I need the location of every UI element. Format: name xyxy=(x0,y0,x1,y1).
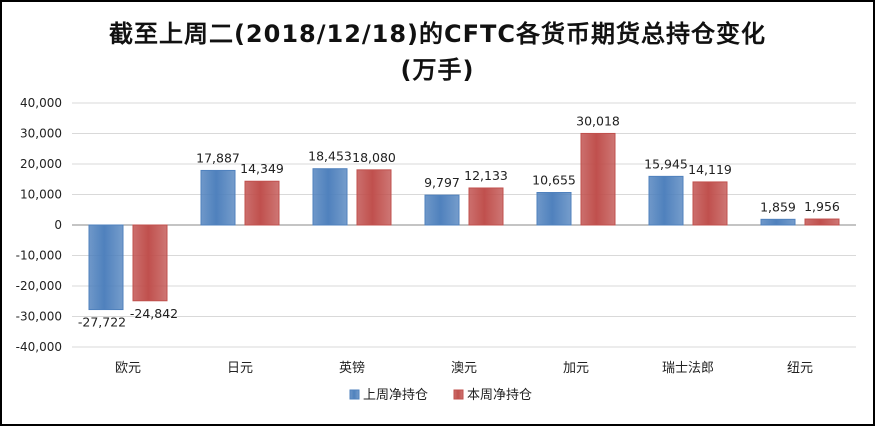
y-tick-label: -10,000 xyxy=(16,249,62,263)
y-tick-label: -40,000 xyxy=(16,340,62,354)
data-label: 1,859 xyxy=(760,199,796,214)
x-tick-label: 纽元 xyxy=(787,361,813,376)
data-label: 12,133 xyxy=(464,168,508,183)
data-label: 9,797 xyxy=(424,175,460,190)
legend-label: 本周净持仓 xyxy=(467,388,532,403)
bar-last-week xyxy=(760,218,796,226)
bar-this-week xyxy=(356,169,392,226)
data-label: -27,722 xyxy=(78,315,126,330)
data-label: 18,080 xyxy=(352,150,396,165)
x-tick-label: 欧元 xyxy=(115,361,141,376)
chart-subtitle: (万手) xyxy=(400,56,475,84)
x-tick-label: 澳元 xyxy=(451,360,477,376)
bar-last-week xyxy=(536,192,572,226)
bar-last-week xyxy=(312,168,348,226)
data-label: 30,018 xyxy=(576,113,620,128)
y-tick-label: 20,000 xyxy=(20,157,62,171)
data-label: -24,842 xyxy=(130,306,178,321)
data-label: 14,119 xyxy=(688,162,732,177)
data-label: 10,655 xyxy=(532,173,576,188)
y-tick-label: -30,000 xyxy=(16,310,62,324)
legend-label: 上周净持仓 xyxy=(363,388,428,403)
bar-this-week xyxy=(804,218,840,226)
y-tick-label: -20,000 xyxy=(16,279,62,293)
y-tick-label: 0 xyxy=(54,218,62,232)
bar-this-week xyxy=(580,132,616,226)
y-tick-label: 30,000 xyxy=(20,127,62,141)
bar-last-week xyxy=(648,175,684,226)
data-label: 1,956 xyxy=(804,199,840,214)
bar-this-week xyxy=(692,181,728,226)
bar-this-week xyxy=(468,187,504,226)
x-tick-label: 日元 xyxy=(227,361,253,376)
bar-last-week xyxy=(88,224,124,311)
y-tick-label: 10,000 xyxy=(20,188,62,202)
x-tick-label: 英镑 xyxy=(339,360,365,376)
bar-this-week xyxy=(244,180,280,226)
data-label: 18,453 xyxy=(308,149,352,164)
chart-title: 截至上周二(2018/12/18)的CFTC各货币期货总持仓变化 xyxy=(108,20,767,48)
data-label: 17,887 xyxy=(196,150,240,165)
x-tick-label: 加元 xyxy=(563,361,589,376)
x-tick-label: 瑞士法郎 xyxy=(662,361,714,376)
legend-swatch xyxy=(453,389,464,400)
legend-swatch xyxy=(349,389,360,400)
y-tick-label: 40,000 xyxy=(20,96,62,110)
bar-last-week xyxy=(200,169,236,226)
data-label: 14,349 xyxy=(240,161,284,176)
data-label: 15,945 xyxy=(644,156,688,171)
bar-last-week xyxy=(424,194,460,226)
bar-this-week xyxy=(132,224,168,302)
